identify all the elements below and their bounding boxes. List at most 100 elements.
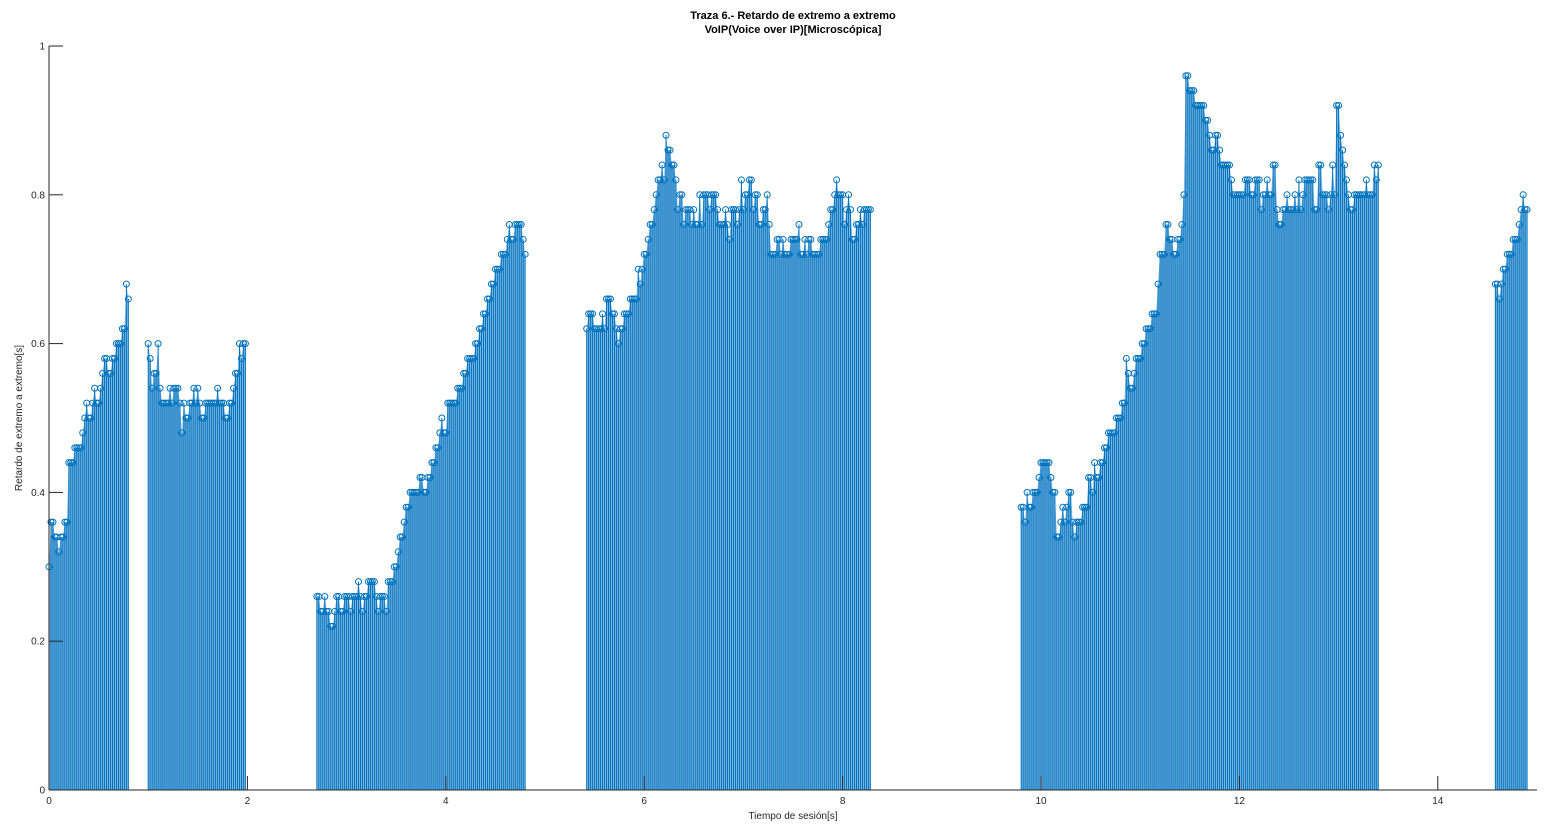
y-tick-label: 0.6 [31, 339, 45, 350]
stem-marker [849, 235, 857, 243]
stem-marker [454, 384, 462, 392]
stem-marker [241, 340, 249, 348]
stem-marker [491, 265, 499, 273]
stem-marker [1136, 354, 1144, 362]
stem-marker [866, 206, 874, 214]
stem-marker [601, 325, 609, 333]
stem-marker [1186, 87, 1194, 95]
stem-marker [108, 354, 116, 362]
stem-marker [672, 176, 680, 184]
stem-marker [819, 235, 827, 243]
stem-marker [606, 295, 614, 303]
stem-marker [472, 340, 480, 348]
stem-marker [426, 474, 434, 482]
stem-marker [450, 399, 458, 407]
stem-marker [1196, 102, 1204, 110]
x-tick-label: 2 [245, 796, 251, 807]
stem-marker [1265, 191, 1273, 199]
stem-marker [386, 578, 394, 586]
stem-marker [116, 340, 124, 348]
stem-marker [468, 354, 476, 362]
stem-marker [726, 235, 734, 243]
stem-marker [73, 444, 81, 452]
stem-marker [170, 384, 178, 392]
stem-marker [1243, 176, 1251, 184]
stem-marker [1027, 503, 1035, 511]
stem-marker [1263, 176, 1271, 184]
stem-marker [811, 250, 819, 258]
stem-marker [775, 235, 783, 243]
stem-marker [789, 235, 797, 243]
stem-marker [355, 578, 363, 586]
stem-marker [101, 354, 109, 362]
stem-marker [731, 206, 739, 214]
stem-marker [1045, 459, 1053, 467]
stem-marker [146, 354, 154, 362]
stem-marker [670, 161, 678, 169]
stem-marker [442, 429, 450, 437]
stem-marker [646, 221, 654, 229]
y-tick-label: 0.8 [31, 190, 45, 201]
stem-marker [583, 325, 591, 333]
stem-marker [662, 131, 670, 139]
stem-marker [1521, 206, 1529, 214]
stem-marker [1122, 354, 1130, 362]
stem-marker [1497, 280, 1505, 288]
stem-marker [1051, 488, 1059, 496]
stem-marker [757, 221, 765, 229]
stem-marker [1170, 250, 1178, 258]
stem-marker [833, 176, 841, 184]
stem-marker [660, 176, 668, 184]
stem-marker [481, 310, 489, 318]
stem-marker [658, 161, 666, 169]
stem-marker [420, 488, 428, 496]
stem-marker [1241, 176, 1249, 184]
stem-marker [1160, 250, 1168, 258]
stem-marker [1223, 161, 1231, 169]
stem-marker [1198, 102, 1206, 110]
stem-marker [1047, 474, 1055, 482]
stem-marker [650, 206, 658, 214]
stem-marker [327, 622, 335, 630]
stem-marker [184, 414, 192, 422]
stem-marker [499, 250, 507, 258]
stem-marker [374, 607, 382, 615]
stem-marker [1374, 161, 1382, 169]
stem-marker [519, 235, 527, 243]
stem-marker [1237, 191, 1245, 199]
stem-marker [1503, 250, 1511, 258]
stem-marker [761, 206, 769, 214]
stem-marker [864, 206, 872, 214]
x-tick-label: 0 [46, 796, 52, 807]
x-tick-label: 12 [1234, 796, 1246, 807]
stem-marker [1073, 518, 1081, 526]
stem-marker [735, 206, 743, 214]
stem-marker [620, 310, 628, 318]
stem-marker [587, 310, 595, 318]
stem-marker [851, 235, 859, 243]
stem-marker [1126, 384, 1134, 392]
stem-marker [1216, 146, 1224, 154]
stem-marker [1059, 503, 1067, 511]
stem-marker [739, 206, 747, 214]
stem-marker [1214, 131, 1222, 139]
stem-marker [347, 607, 355, 615]
stem-marker [85, 414, 93, 422]
stem-marker [422, 488, 430, 496]
stem-marker [75, 444, 83, 452]
stem-marker [841, 221, 849, 229]
stem-markers [45, 72, 1531, 630]
stem-marker [1495, 295, 1503, 303]
stem-marker [231, 369, 239, 377]
stem-marker [1239, 191, 1247, 199]
stem-marker [396, 533, 404, 541]
stem-marker [513, 221, 521, 229]
stem-marker [835, 191, 843, 199]
stem-marker [813, 250, 821, 258]
stem-marker [815, 250, 823, 258]
stem-marker [1515, 221, 1523, 229]
stem-marker [214, 384, 222, 392]
stem-marker [1323, 191, 1331, 199]
stem-marker [1053, 533, 1061, 541]
stem-marker [190, 384, 198, 392]
